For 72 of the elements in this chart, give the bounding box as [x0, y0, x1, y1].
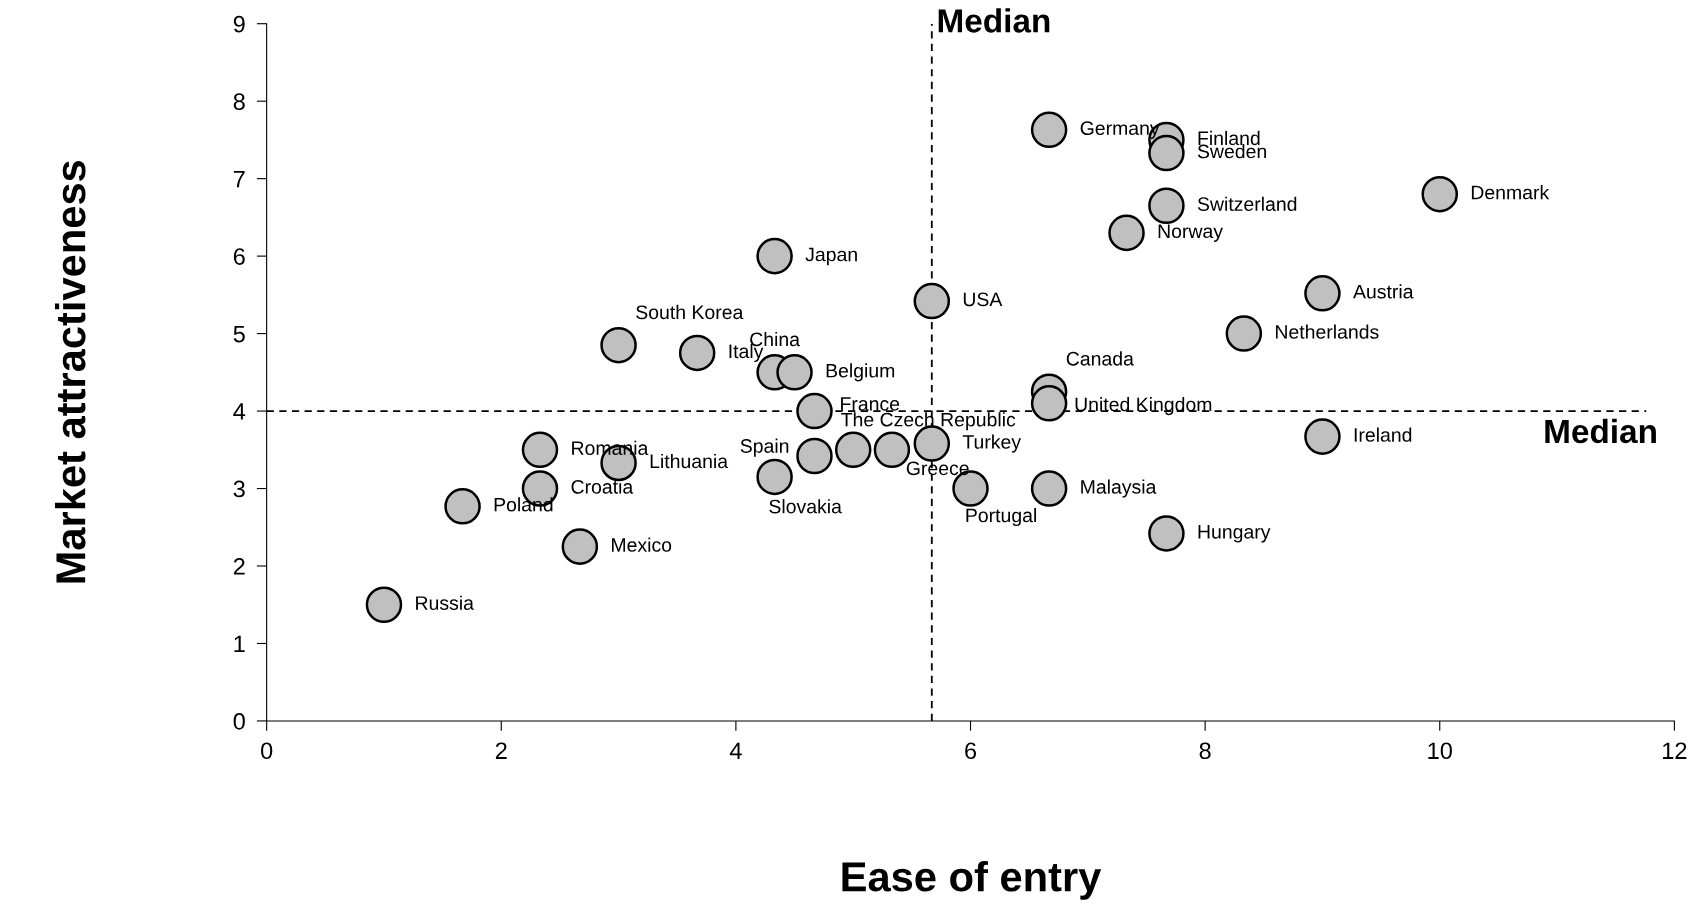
annotation: Slovakia: [769, 499, 842, 514]
x-tick-label: 4: [729, 742, 742, 759]
y-axis-title: Market attractiveness: [54, 160, 86, 583]
x-axis-title: Ease of entry: [842, 861, 1102, 900]
point: [796, 437, 833, 475]
annotation: Ireland: [1354, 427, 1412, 442]
annotation: Malaysia: [1081, 479, 1157, 498]
point: [756, 237, 793, 275]
y-tick-label: 9: [233, 15, 245, 33]
y-tick-label: 7: [233, 170, 245, 188]
point: [913, 282, 951, 320]
annotation: Netherlands: [1276, 324, 1379, 339]
annotation: Austria: [1353, 284, 1414, 299]
y-tick-label: 8: [233, 93, 245, 110]
annotation: Mexico: [612, 537, 672, 552]
annotation: Canada: [1066, 351, 1134, 366]
point: [1225, 315, 1263, 352]
annotation: The Czech Republic: [841, 412, 1016, 431]
annotation: Spain: [740, 438, 789, 457]
x-tick-label: 2: [495, 742, 507, 759]
x-tick-label: 10: [1428, 742, 1452, 760]
ref-line-label: Median: [1545, 418, 1656, 444]
point: [1030, 111, 1068, 149]
point: [521, 431, 559, 469]
point: [678, 334, 716, 372]
point: [1108, 214, 1145, 252]
y-tick-label: 5: [233, 325, 245, 343]
annotation: Poland: [494, 497, 553, 512]
annotation: United Kingdom: [1075, 397, 1212, 416]
point: [1030, 385, 1068, 422]
point: [365, 586, 403, 623]
y-tick-label: 2: [233, 558, 245, 575]
annotation: Denmark: [1471, 185, 1550, 200]
x-tick-label: 6: [965, 742, 977, 760]
annotation: Norway: [1158, 224, 1223, 242]
x-tick-label: 8: [1199, 742, 1211, 760]
point: [1304, 418, 1341, 455]
x-tick-label: 12: [1663, 742, 1687, 759]
annotation: France: [841, 397, 900, 411]
point: [1148, 515, 1185, 552]
point: [756, 458, 793, 496]
annotation: USA: [963, 292, 1003, 307]
y-tick-label: 4: [233, 403, 246, 420]
ref-line-label: Median: [938, 8, 1050, 33]
point: [600, 326, 637, 364]
annotation: Japan: [805, 247, 857, 266]
point: [834, 431, 872, 469]
point: [1421, 175, 1459, 213]
point: [1304, 275, 1341, 312]
y-tick-label: 0: [233, 713, 245, 730]
point: [561, 528, 599, 565]
annotation: Sweden: [1197, 144, 1266, 159]
annotation: South Korea: [636, 304, 744, 320]
y-tick-label: 3: [233, 480, 245, 498]
point: [444, 488, 481, 525]
annotation: Hungary: [1198, 525, 1271, 543]
annotation: Switzerland: [1197, 196, 1297, 211]
annotation: Russia: [416, 595, 474, 610]
point: [796, 392, 833, 430]
point: [1148, 187, 1185, 225]
annotation: Finland: [1198, 130, 1260, 146]
annotation: Turkey: [962, 434, 1022, 453]
x-tick-label: 0: [261, 742, 273, 760]
annotation: Greece: [906, 461, 969, 476]
y-tick-label: 1: [234, 635, 245, 653]
point: [1030, 470, 1068, 507]
annotation: Croatia: [571, 479, 634, 494]
annotation: Lithuania: [650, 453, 729, 469]
annotation: Portugal: [966, 507, 1036, 527]
annotation: Belgium: [826, 363, 895, 382]
y-tick-label: 6: [233, 248, 245, 265]
point: [776, 354, 813, 391]
